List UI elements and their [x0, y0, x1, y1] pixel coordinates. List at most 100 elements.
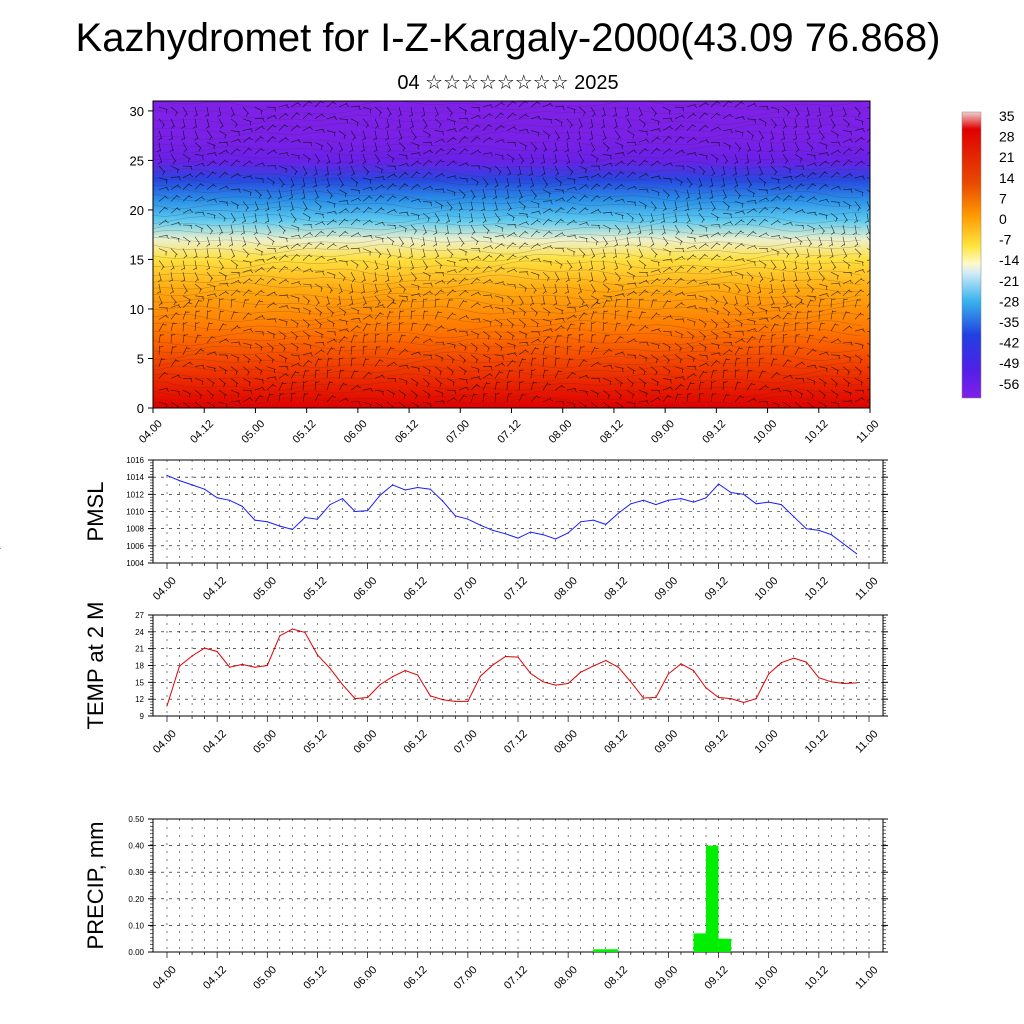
x-tick-label: 10.12 — [803, 964, 831, 992]
wind-barb — [470, 213, 474, 223]
data-point — [166, 705, 168, 707]
wind-barb-flag — [499, 371, 504, 374]
wind-barb — [230, 172, 239, 179]
wind-barb — [278, 177, 285, 186]
wind-barb-flag — [787, 360, 792, 362]
wind-barb-flag — [613, 125, 618, 129]
wind-barb-flag — [345, 103, 350, 107]
wind-barb-flag — [669, 162, 674, 167]
wind-barb — [290, 253, 298, 261]
y-tick-label: 0.40 — [128, 842, 144, 851]
wind-barb-flag — [441, 280, 446, 284]
wind-barb — [806, 106, 810, 116]
wind-barb — [662, 162, 672, 167]
data-point — [504, 533, 507, 535]
wind-barb — [590, 301, 598, 308]
wind-barb — [326, 230, 334, 238]
wind-barb-flag — [387, 149, 391, 153]
wind-barb-flag — [802, 225, 805, 230]
wind-barb-flag — [178, 176, 181, 181]
wind-barb — [578, 345, 582, 355]
wind-barb — [746, 103, 756, 108]
wind-barb-flag — [729, 221, 734, 226]
wind-barb — [638, 279, 648, 285]
wind-barb-flag — [209, 277, 213, 282]
wind-barb — [602, 153, 612, 157]
wind-barb-flag — [430, 202, 432, 207]
wind-barb — [758, 142, 762, 152]
wind-barb-flag — [849, 173, 853, 177]
wind-barb — [530, 258, 540, 261]
wind-barb — [542, 369, 545, 379]
wind-barb-flag — [252, 220, 257, 224]
wind-barb-flag — [694, 152, 697, 157]
precip-bar — [593, 949, 619, 952]
wind-barb — [482, 165, 492, 170]
wind-barb — [818, 293, 828, 297]
wind-barb-flag — [796, 334, 801, 336]
wind-barb-flag — [288, 196, 293, 200]
wind-barb-flag — [507, 381, 512, 383]
wind-barb-flag — [814, 365, 817, 370]
data-point — [780, 662, 782, 664]
data-point — [580, 521, 582, 523]
wind-barb-flag — [394, 225, 397, 230]
wind-barb-flag — [452, 359, 454, 364]
wind-barb-flag — [592, 113, 596, 117]
wind-barb — [686, 278, 695, 285]
wind-barb — [470, 236, 479, 242]
wind-barb-flag — [284, 113, 289, 117]
wind-barb-flag — [296, 113, 301, 116]
wind-barb — [326, 115, 336, 120]
wind-barb — [866, 106, 870, 109]
wind-barb — [446, 298, 450, 308]
wind-barb-flag — [511, 335, 514, 340]
wind-barb — [158, 314, 167, 320]
wind-barb — [206, 272, 214, 280]
wind-barb — [314, 358, 319, 367]
wind-barb-flag — [823, 336, 828, 339]
wind-barb-flag — [351, 357, 356, 360]
wind-barb-flag — [378, 253, 381, 258]
wind-barb-flag — [873, 371, 874, 375]
wind-barb — [206, 152, 216, 155]
wind-barb-flag — [628, 310, 633, 313]
wind-barb-flag — [286, 238, 288, 243]
wind-barb-flag — [849, 280, 854, 284]
data-point — [805, 661, 807, 663]
wind-barb-flag — [766, 318, 769, 322]
data-point — [266, 664, 268, 667]
wind-barb — [734, 116, 744, 120]
wind-barb-flag — [673, 220, 677, 224]
wind-barb-flag — [304, 207, 308, 212]
wind-barb-flag — [330, 348, 335, 350]
wind-barb-flag — [404, 406, 406, 408]
wind-barb — [722, 242, 730, 249]
wind-barb — [638, 310, 643, 320]
wind-barb-flag — [485, 183, 488, 188]
wind-barb — [326, 307, 335, 314]
wind-barb-flag — [272, 125, 277, 128]
wind-barb — [554, 272, 560, 281]
wind-barb-flag — [746, 290, 751, 295]
wind-barb-flag — [704, 323, 706, 328]
wind-barb — [746, 397, 756, 403]
wind-barb — [302, 307, 312, 312]
wind-barb — [686, 189, 690, 199]
wind-barb-flag — [860, 161, 865, 164]
wind-barb — [290, 213, 297, 221]
data-point — [316, 654, 318, 656]
wind-barb-flag — [837, 186, 842, 190]
wind-barb — [266, 265, 274, 273]
wind-barb — [338, 230, 346, 238]
wind-barb-flag — [644, 205, 646, 210]
wind-barb-flag — [703, 371, 708, 374]
wind-barb — [398, 310, 401, 320]
wind-barb — [314, 307, 323, 314]
wind-barb — [530, 130, 540, 134]
wind-barb — [326, 283, 333, 292]
wind-barb — [290, 295, 300, 299]
wind-barb — [650, 269, 660, 273]
wind-barb-flag — [440, 290, 445, 293]
wind-barb — [314, 154, 321, 162]
